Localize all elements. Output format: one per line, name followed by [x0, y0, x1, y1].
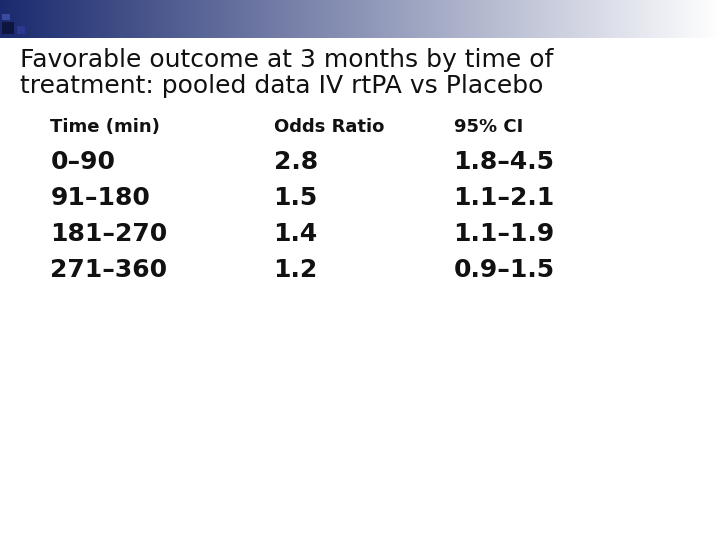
Text: 1.5: 1.5 [274, 186, 318, 210]
Text: 2.8: 2.8 [274, 150, 318, 174]
Text: 1.1–2.1: 1.1–2.1 [454, 186, 555, 210]
Text: 1.4: 1.4 [274, 222, 318, 246]
Text: 0–90: 0–90 [50, 150, 115, 174]
Text: 1.2: 1.2 [274, 258, 318, 282]
Text: 1.1–1.9: 1.1–1.9 [454, 222, 555, 246]
Text: treatment: pooled data IV rtPA vs Placebo: treatment: pooled data IV rtPA vs Placeb… [20, 74, 544, 98]
Text: 91–180: 91–180 [50, 186, 150, 210]
Bar [17, 26, 25, 34]
Text: 95% CI: 95% CI [454, 118, 523, 136]
Text: 1.8–4.5: 1.8–4.5 [454, 150, 554, 174]
Bar [2, 14, 10, 20]
Text: Favorable outcome at 3 months by time of: Favorable outcome at 3 months by time of [20, 48, 554, 72]
Text: Odds Ratio: Odds Ratio [274, 118, 384, 136]
Text: 271–360: 271–360 [50, 258, 168, 282]
Text: 0.9–1.5: 0.9–1.5 [454, 258, 554, 282]
Text: 181–270: 181–270 [50, 222, 168, 246]
Bar [2, 22, 14, 34]
Text: Time (min): Time (min) [50, 118, 161, 136]
